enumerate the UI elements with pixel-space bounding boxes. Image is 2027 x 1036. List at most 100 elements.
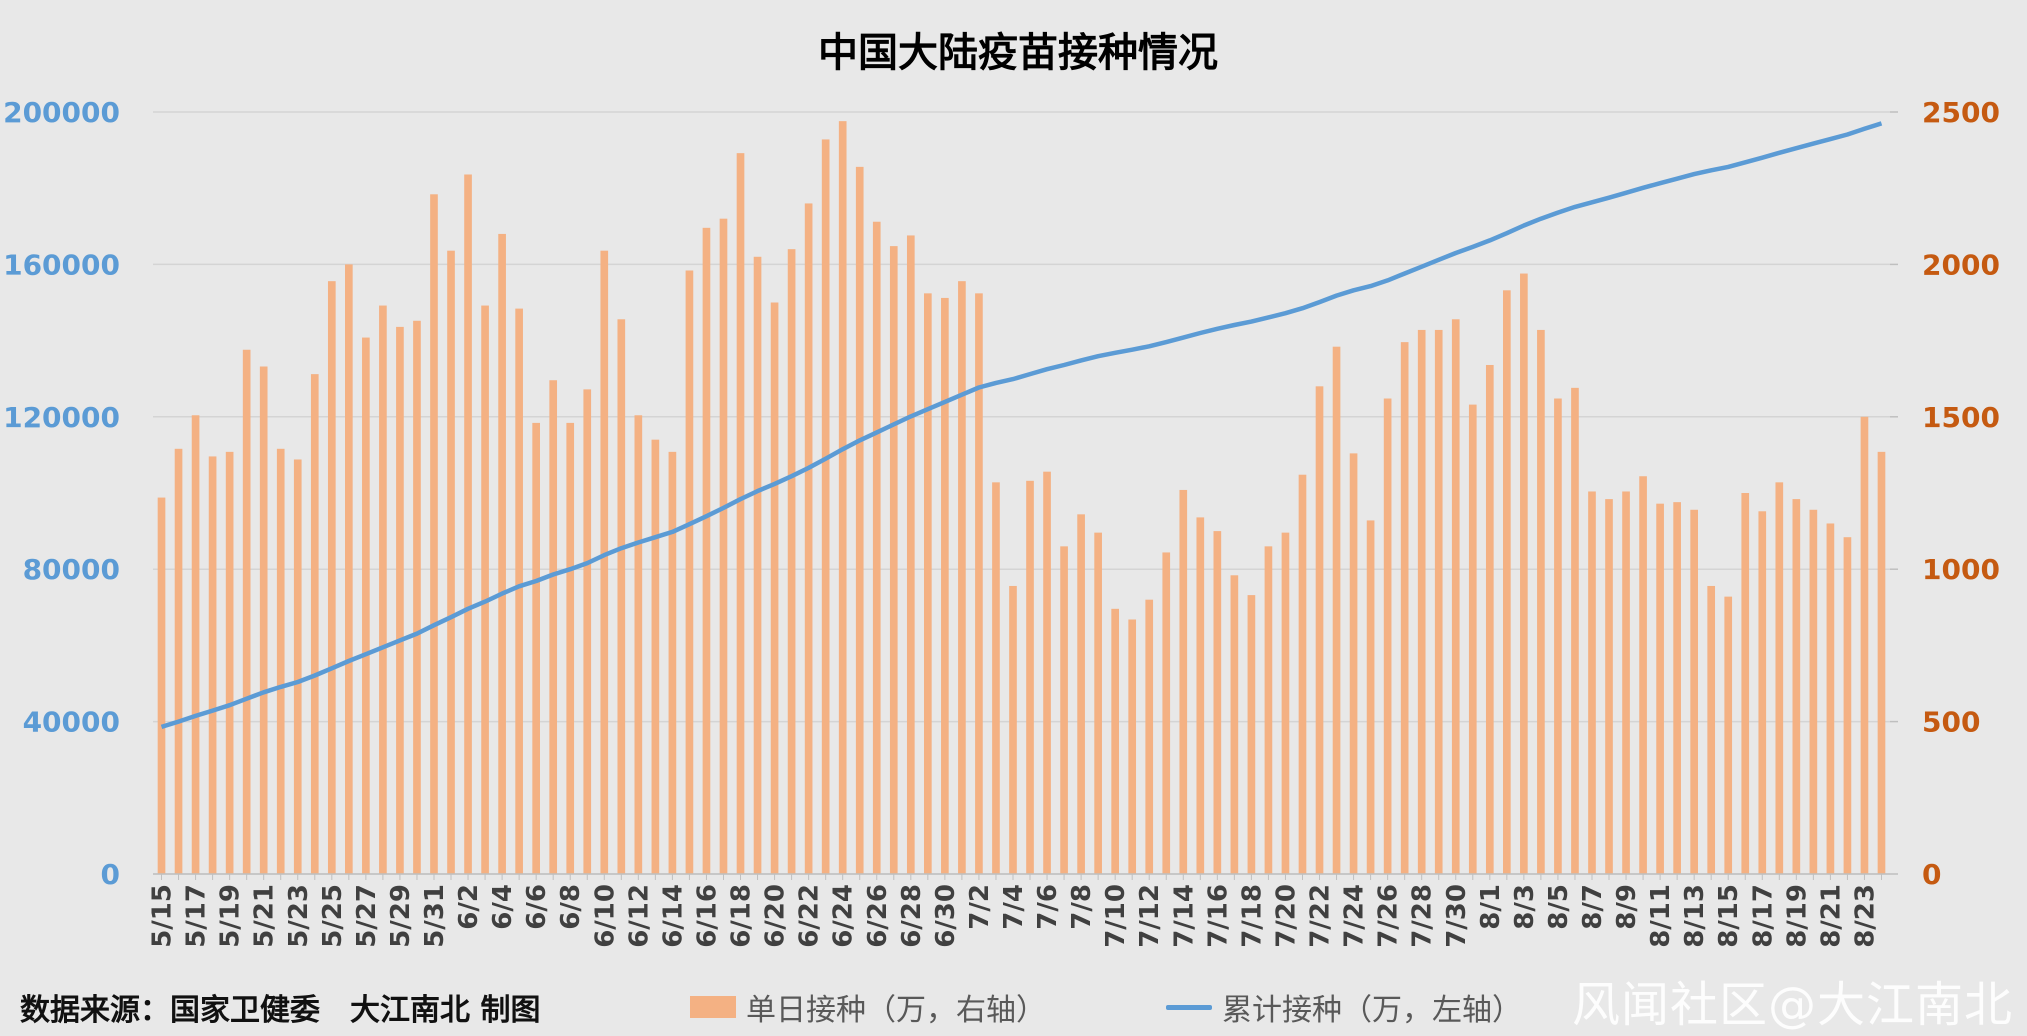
bar-daily-6-10 <box>600 250 609 874</box>
bar-daily-6-18 <box>736 153 745 874</box>
x-axis-tick-label: 8/15 <box>1714 884 1744 948</box>
bar-daily-6-6 <box>532 422 540 874</box>
bar-daily-6-20 <box>770 302 779 874</box>
bar-daily-6-2 <box>464 174 472 874</box>
x-axis-tick-label: 8/19 <box>1782 884 1812 948</box>
legend-item-daily: 单日接种（万，右轴） <box>690 985 1046 1029</box>
x-axis-tick-label: 5/17 <box>182 884 212 948</box>
bar-daily-5-19 <box>225 451 234 874</box>
axes: 0 40000 80000 120000 160000 200000 0 500 1000 150… <box>3 96 2000 948</box>
bar-daily-6-14 <box>668 451 677 874</box>
bar-daily-7-14 <box>1179 489 1188 874</box>
right-axis-tick-label: 1500 <box>1922 401 2000 434</box>
x-axis-tick-label: 6/8 <box>556 884 586 930</box>
bar-daily-6-7 <box>549 380 558 874</box>
bar-daily-8-1 <box>1485 364 1494 874</box>
x-axis-tick-label: 6/18 <box>727 884 757 948</box>
bar-daily-5-24 <box>310 374 319 874</box>
x-axis-tick-label: 8/7 <box>1578 884 1608 930</box>
x-axis-tick-label: 6/20 <box>761 884 791 948</box>
x-axis-tick-label: 5/27 <box>352 884 382 948</box>
bar-daily-8-7 <box>1588 491 1596 874</box>
x-axis-tick-label: 8/23 <box>1850 884 1880 948</box>
left-axis-tick-label: 200000 <box>3 96 120 129</box>
x-axis-tick-label: 7/30 <box>1442 884 1472 948</box>
bar-daily-8-13 <box>1690 509 1698 874</box>
x-axis-tick-label: 5/15 <box>148 884 178 948</box>
bar-daily-5-17 <box>191 415 200 874</box>
bar-daily-6-15 <box>685 270 694 875</box>
bar-daily-6-26 <box>872 221 881 874</box>
x-axis-tick-label: 7/8 <box>1067 884 1097 930</box>
bar-daily-6-21 <box>787 249 796 874</box>
bar-daily-5-18 <box>208 456 217 874</box>
x-axis-tick-label: 6/2 <box>454 884 484 930</box>
bar-daily-7-11 <box>1128 619 1137 874</box>
bar-daily-6-9 <box>583 389 592 874</box>
x-axis-tick-label: 7/22 <box>1306 884 1336 948</box>
bar-daily-7-5 <box>1026 480 1034 874</box>
bar-daily-5-16 <box>174 448 183 874</box>
bar-daily-6-5 <box>515 308 523 874</box>
x-axis-tick-label: 7/16 <box>1203 884 1233 948</box>
bar-daily-7-25 <box>1366 520 1375 874</box>
x-axis-tick-label: 5/19 <box>216 884 246 948</box>
bar-daily-5-23 <box>293 459 302 874</box>
bar-daily-8-24 <box>1877 451 1886 874</box>
bar-daily-8-15 <box>1724 596 1733 874</box>
bar-daily-6-3 <box>481 305 489 875</box>
x-axis-tick-label: 7/18 <box>1237 884 1267 948</box>
bar-daily-5-26 <box>345 264 353 874</box>
x-axis-tick-label: 7/10 <box>1101 884 1131 948</box>
x-axis-tick-label: 6/24 <box>829 884 859 948</box>
x-axis-tick-label: 8/11 <box>1646 884 1676 948</box>
data-source-note: 数据来源：国家卫健委 大江南北 制图 <box>20 993 541 1028</box>
bar-daily-6-11 <box>617 319 626 874</box>
bar-daily-7-24 <box>1349 453 1358 874</box>
bar-daily-8-23 <box>1860 416 1869 874</box>
left-axis-tick-label: 0 <box>101 858 120 891</box>
bar-daily-7-23 <box>1332 346 1341 874</box>
x-axis-tick-label: 8/13 <box>1680 884 1710 948</box>
bar-daily-8-8 <box>1605 499 1613 874</box>
bar-daily-8-12 <box>1673 502 1681 874</box>
bar-daily-6-24 <box>838 121 847 875</box>
bar-daily-6-4 <box>498 233 506 875</box>
bar-daily-7-9 <box>1094 532 1102 874</box>
bar-daily-8-21 <box>1826 523 1835 874</box>
right-axis-tick-label: 2500 <box>1922 96 2000 129</box>
bar-daily-6-27 <box>889 246 898 874</box>
watermark: 风闻社区@大江南北 <box>1571 977 2013 1033</box>
bar-daily-7-17 <box>1230 575 1239 874</box>
x-axis-tick-label: 8/5 <box>1544 884 1574 930</box>
bar-daily-6-1 <box>447 250 455 874</box>
x-axis-tick-label: 7/14 <box>1169 884 1199 948</box>
bar-daily-7-21 <box>1298 474 1307 874</box>
bar-daily-7-27 <box>1400 342 1409 874</box>
bar-daily-7-10 <box>1111 608 1119 874</box>
left-axis-tick-label: 40000 <box>23 706 120 739</box>
bar-daily-7-19 <box>1264 546 1273 874</box>
bar-daily-8-5 <box>1554 398 1562 874</box>
bar-daily-8-14 <box>1707 585 1716 874</box>
bar-daily-7-30 <box>1451 319 1460 874</box>
x-axis-tick-label: 7/26 <box>1374 884 1404 948</box>
bar-daily-8-19 <box>1792 499 1801 874</box>
bar-daily-8-6 <box>1571 387 1579 874</box>
bar-daily-5-29 <box>396 326 404 874</box>
x-axis-tick-label: 8/21 <box>1816 884 1846 948</box>
bar-daily-7-28 <box>1417 329 1426 874</box>
bar-daily-7-13 <box>1162 552 1171 874</box>
left-axis-tick-label: 80000 <box>23 553 120 586</box>
line-series <box>160 121 1883 730</box>
bar-daily-8-16 <box>1741 493 1750 874</box>
bar-daily-8-18 <box>1775 482 1784 874</box>
bar-daily-7-15 <box>1196 517 1205 874</box>
x-axis-tick-label: 6/4 <box>488 884 518 930</box>
x-axis-tick-label: 6/14 <box>658 884 688 948</box>
x-axis-tick-label: 7/4 <box>999 884 1029 930</box>
bar-daily-7-16 <box>1213 531 1222 874</box>
right-axis-tick-label: 500 <box>1922 706 1980 739</box>
